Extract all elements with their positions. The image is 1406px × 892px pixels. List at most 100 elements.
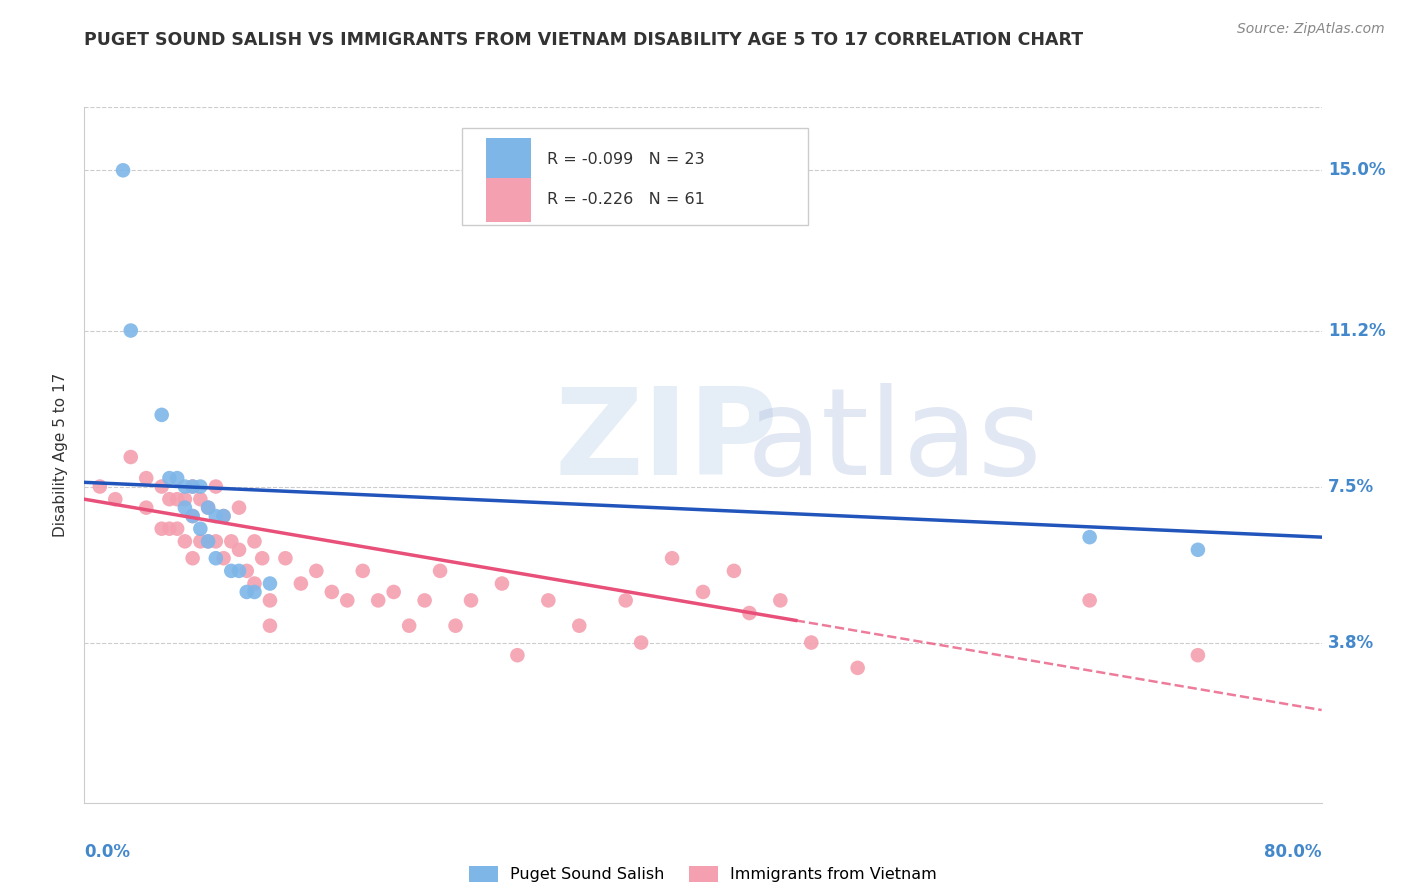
Point <box>181 509 204 524</box>
FancyBboxPatch shape <box>486 137 531 182</box>
Point <box>150 408 173 422</box>
FancyBboxPatch shape <box>461 128 808 226</box>
Point <box>336 593 359 607</box>
Point <box>460 593 482 607</box>
Point <box>250 551 273 566</box>
Point <box>197 500 219 515</box>
Point <box>188 534 211 549</box>
Point <box>181 479 204 493</box>
Point <box>174 479 197 493</box>
Text: PUGET SOUND SALISH VS IMMIGRANTS FROM VIETNAM DISABILITY AGE 5 TO 17 CORRELATION: PUGET SOUND SALISH VS IMMIGRANTS FROM VI… <box>84 31 1084 49</box>
Point <box>398 618 420 632</box>
Point <box>181 509 204 524</box>
Point <box>166 471 188 485</box>
Point <box>174 534 197 549</box>
Point <box>188 492 211 507</box>
Point <box>352 564 374 578</box>
Point <box>235 564 259 578</box>
Point <box>205 479 228 493</box>
Point <box>243 534 266 549</box>
Point <box>120 324 142 338</box>
Text: ZIP: ZIP <box>554 383 779 500</box>
Point <box>1187 542 1209 557</box>
Point <box>166 522 188 536</box>
Point <box>150 479 173 493</box>
Point <box>212 551 235 566</box>
Point <box>1078 593 1101 607</box>
Point <box>228 500 250 515</box>
Point <box>197 534 219 549</box>
Point <box>568 618 591 632</box>
Point <box>630 635 652 649</box>
Point <box>259 593 281 607</box>
Text: R = -0.099   N = 23: R = -0.099 N = 23 <box>547 153 704 168</box>
Point <box>846 661 869 675</box>
Text: 80.0%: 80.0% <box>1264 843 1322 861</box>
Point <box>723 564 745 578</box>
Point <box>212 509 235 524</box>
Point <box>188 522 211 536</box>
Point <box>135 500 157 515</box>
Point <box>661 551 683 566</box>
Point <box>614 593 637 607</box>
Point <box>174 500 197 515</box>
Point <box>429 564 451 578</box>
Point <box>197 534 219 549</box>
Text: 0.0%: 0.0% <box>84 843 131 861</box>
Point <box>219 534 242 549</box>
Point <box>537 593 560 607</box>
Point <box>228 564 250 578</box>
Point <box>205 551 228 566</box>
Point <box>290 576 312 591</box>
Point <box>205 509 228 524</box>
FancyBboxPatch shape <box>486 178 531 222</box>
Point <box>769 593 792 607</box>
Point <box>382 585 405 599</box>
Point <box>259 576 281 591</box>
Point <box>243 576 266 591</box>
Text: 15.0%: 15.0% <box>1327 161 1385 179</box>
Point <box>259 618 281 632</box>
Point <box>120 450 142 464</box>
Point <box>159 522 180 536</box>
Point <box>305 564 328 578</box>
Point <box>444 618 467 632</box>
Point <box>89 479 111 493</box>
Point <box>1078 530 1101 544</box>
Point <box>367 593 389 607</box>
Point <box>159 471 180 485</box>
Point <box>212 509 235 524</box>
Point <box>692 585 714 599</box>
Point <box>413 593 436 607</box>
Text: 3.8%: 3.8% <box>1327 633 1374 651</box>
Point <box>738 606 761 620</box>
Point <box>197 500 219 515</box>
Point <box>181 551 204 566</box>
Y-axis label: Disability Age 5 to 17: Disability Age 5 to 17 <box>53 373 69 537</box>
Point <box>228 542 250 557</box>
Point <box>1187 648 1209 663</box>
Point <box>150 522 173 536</box>
Point <box>219 564 242 578</box>
Text: Source: ZipAtlas.com: Source: ZipAtlas.com <box>1237 22 1385 37</box>
Point <box>104 492 127 507</box>
Point <box>235 585 259 599</box>
Text: atlas: atlas <box>747 383 1042 500</box>
Text: 11.2%: 11.2% <box>1327 321 1385 340</box>
Point <box>188 479 211 493</box>
Text: 7.5%: 7.5% <box>1327 477 1374 496</box>
Point <box>112 163 135 178</box>
Point <box>205 534 228 549</box>
Point <box>174 492 197 507</box>
Point <box>800 635 823 649</box>
Point <box>135 471 157 485</box>
Point <box>491 576 513 591</box>
Legend: Puget Sound Salish, Immigrants from Vietnam: Puget Sound Salish, Immigrants from Viet… <box>463 859 943 888</box>
Point <box>243 585 266 599</box>
Point <box>181 479 204 493</box>
Text: R = -0.226   N = 61: R = -0.226 N = 61 <box>547 193 704 208</box>
Point <box>159 492 180 507</box>
Point <box>274 551 297 566</box>
Point <box>506 648 529 663</box>
Point <box>321 585 343 599</box>
